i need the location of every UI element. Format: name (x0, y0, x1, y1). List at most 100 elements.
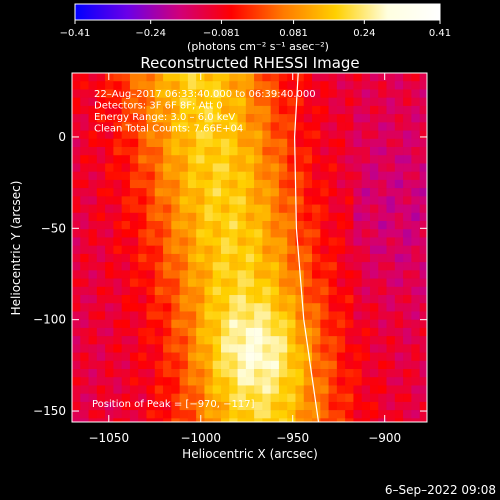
heatmap-cell (320, 327, 329, 337)
heatmap-cell (369, 418, 379, 422)
heatmap-cell (369, 360, 379, 370)
heatmap-cell (179, 360, 189, 370)
heatmap-cell (212, 311, 222, 320)
heatmap-cell (419, 163, 427, 172)
heatmap-cell (411, 221, 420, 230)
heatmap-cell (403, 130, 412, 140)
heatmap-cell (80, 418, 89, 422)
heatmap-cell (262, 245, 271, 255)
heatmap-cell (204, 418, 214, 422)
heatmap-cell (105, 295, 114, 304)
heatmap-cell (303, 253, 313, 263)
heatmap-cell (428, 344, 437, 353)
heatmap-cell (113, 196, 122, 205)
heatmap-cell (237, 303, 247, 312)
heatmap-cell (146, 105, 156, 115)
heatmap-cell (138, 352, 147, 362)
heatmap-cell (237, 336, 247, 345)
heatmap-cell (229, 377, 238, 386)
heatmap-cell (204, 179, 214, 189)
heatmap-cell (345, 270, 354, 279)
heatmap-cell (411, 327, 420, 337)
heatmap-cell (386, 221, 396, 230)
heatmap-cell (220, 188, 230, 197)
heatmap-cell (278, 410, 288, 419)
heatmap-cell (403, 327, 412, 337)
heatmap-cell (320, 73, 329, 82)
x-tick-label: −950 (276, 431, 309, 445)
heatmap-cell (171, 105, 180, 115)
heatmap-cell (353, 155, 362, 164)
heatmap-cell (155, 427, 164, 436)
heatmap-cell (369, 327, 379, 337)
heatmap-cell (361, 303, 371, 312)
heatmap-cell (278, 89, 288, 98)
heatmap-cell (361, 114, 371, 123)
heatmap-cell (378, 385, 387, 394)
heatmap-cell (328, 237, 338, 246)
heatmap-cell (154, 369, 164, 378)
heatmap-cell (229, 130, 238, 140)
heatmap-cell (378, 171, 387, 181)
heatmap-cell (187, 377, 197, 386)
heatmap-cell (411, 352, 420, 362)
heatmap-cell (378, 278, 387, 288)
heatmap-cell (196, 188, 205, 197)
heatmap-cell (196, 278, 205, 288)
heatmap-cell (72, 295, 81, 304)
heatmap-cell (386, 105, 396, 115)
heatmap-cell (105, 393, 114, 403)
heatmap-cell (353, 401, 362, 411)
heatmap-cell (262, 89, 271, 98)
heatmap-cell (328, 89, 338, 98)
heatmap-cell (154, 393, 164, 403)
heatmap-cell (72, 311, 81, 320)
heatmap-cell (254, 393, 263, 403)
heatmap-cell (187, 410, 197, 419)
heatmap-cell (378, 122, 387, 131)
heatmap-cell (229, 196, 238, 205)
heatmap-cell (295, 114, 305, 123)
heatmap-cell (345, 303, 354, 312)
heatmap-cell (80, 401, 89, 411)
heatmap-cell (386, 130, 396, 140)
heatmap-cell (295, 352, 305, 362)
heatmap-cell (369, 155, 379, 164)
heatmap-cell (386, 418, 396, 422)
heatmap-cell (295, 212, 305, 222)
heatmap-cell (105, 97, 114, 107)
heatmap-cell (229, 204, 238, 214)
colorbar-tick-label: 0.41 (429, 28, 451, 39)
heatmap-cell (278, 105, 288, 115)
heatmap-cell (220, 73, 230, 82)
heatmap-cell (154, 245, 164, 255)
heatmap-cell (345, 401, 354, 411)
heatmap-cell (336, 229, 346, 238)
heatmap-cell (113, 237, 122, 246)
heatmap-cell (88, 97, 98, 107)
annotations: 22–Aug–2017 06:33:40.000 to 06:39:40.000… (94, 89, 316, 135)
heatmap-cell (361, 270, 371, 279)
heatmap-cell (196, 352, 205, 362)
heatmap-cell (121, 221, 131, 230)
heatmap-cell (163, 410, 172, 419)
heatmap-cell (146, 385, 156, 394)
heatmap-cell (237, 196, 247, 205)
heatmap-cell (312, 311, 321, 320)
heatmap-cell (121, 138, 131, 148)
heatmap-cell (237, 73, 247, 82)
heatmap-cell (245, 385, 255, 394)
y-tick-label: −100 (33, 313, 66, 327)
heatmap-cell (336, 369, 346, 378)
heatmap-cell (220, 147, 230, 156)
heatmap-cell (428, 163, 437, 172)
heatmap-cell (237, 171, 247, 181)
heatmap-cell (154, 147, 164, 156)
heatmap-cell (163, 401, 172, 411)
heatmap-cell (138, 401, 147, 411)
heatmap-cell (295, 410, 305, 419)
heatmap-cell (295, 89, 305, 98)
heatmap-cell (270, 122, 280, 131)
heatmap-cell (262, 237, 271, 246)
heatmap-cell (270, 89, 280, 98)
